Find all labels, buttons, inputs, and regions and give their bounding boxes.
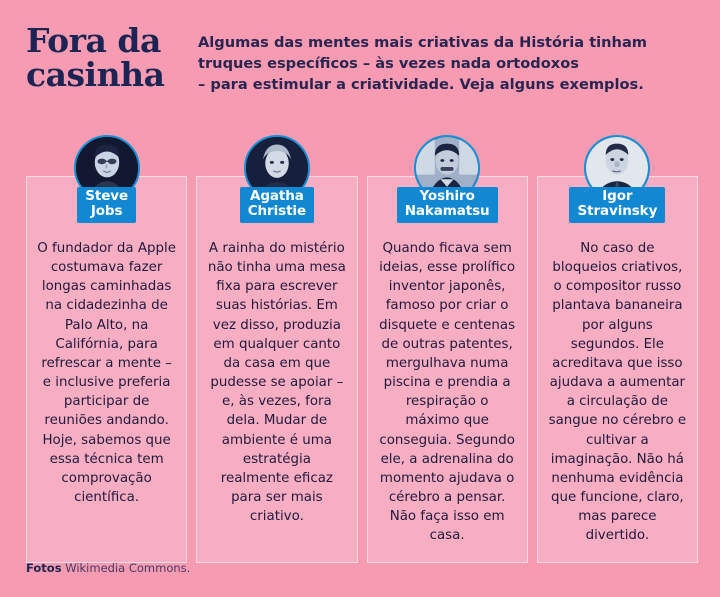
person-name-line-1: Igor	[602, 188, 633, 204]
photo-credit-source: Wikimedia Commons.	[65, 561, 191, 575]
person-name-line-2: Nakamatsu	[404, 203, 490, 220]
portrait-block: Yoshiro Nakamatsu	[368, 135, 527, 223]
person-card: Agatha Christie A rainha do mistério não…	[196, 135, 358, 563]
infographic-header: Fora da casinha Algumas das mentes mais …	[0, 0, 720, 95]
person-card: Igor Stravinsky No caso de bloqueios cri…	[536, 135, 698, 563]
portrait-block: Igor Stravinsky	[538, 135, 697, 223]
page-subtitle: Algumas das mentes mais criativas da His…	[198, 22, 696, 95]
person-description: A rainha do mistério não tinha uma mesa …	[207, 241, 346, 525]
person-description: O fundador da Apple costumava fazer long…	[37, 241, 176, 506]
person-name-line-1: Steve	[85, 188, 129, 204]
page-subtitle-line-1: Algumas das mentes mais criativas da His…	[198, 34, 648, 51]
page-title: Fora da casinha	[26, 22, 194, 91]
photo-credit: Fotos Wikimedia Commons.	[26, 561, 190, 575]
page-subtitle-line-3: – para estimular a criatividade. Veja al…	[198, 76, 644, 94]
page-title-line-2: casinha	[26, 54, 165, 94]
card-grid: Steve Jobs O fundador da Apple costumava…	[26, 135, 698, 563]
person-name-line-1: Yoshiro	[419, 188, 475, 204]
person-description: No caso de bloqueios criativos, o compos…	[548, 241, 687, 544]
portrait-block: Steve Jobs	[27, 135, 186, 223]
person-name-badge: Igor Stravinsky	[569, 187, 666, 223]
person-description: Quando ficava sem ideias, esse prolífico…	[379, 241, 516, 544]
person-name-line-1: Agatha	[249, 188, 304, 204]
portrait-block: Agatha Christie	[197, 135, 356, 223]
person-name-line-2: Christie	[247, 203, 307, 220]
page-title-line-1: Fora da	[26, 21, 161, 60]
page-subtitle-line-2: truques específicos – às vezes nada orto…	[198, 55, 579, 73]
photo-credit-label: Fotos	[26, 561, 62, 575]
person-name-badge: Agatha Christie	[239, 187, 315, 223]
person-name-line-2: Stravinsky	[577, 203, 658, 220]
person-card: Yoshiro Nakamatsu Quando ficava sem idei…	[366, 135, 528, 563]
person-card: Steve Jobs O fundador da Apple costumava…	[26, 135, 188, 563]
person-name-line-2: Jobs	[90, 203, 123, 220]
person-name-badge: Yoshiro Nakamatsu	[396, 187, 498, 223]
person-name-badge: Steve Jobs	[77, 187, 137, 223]
